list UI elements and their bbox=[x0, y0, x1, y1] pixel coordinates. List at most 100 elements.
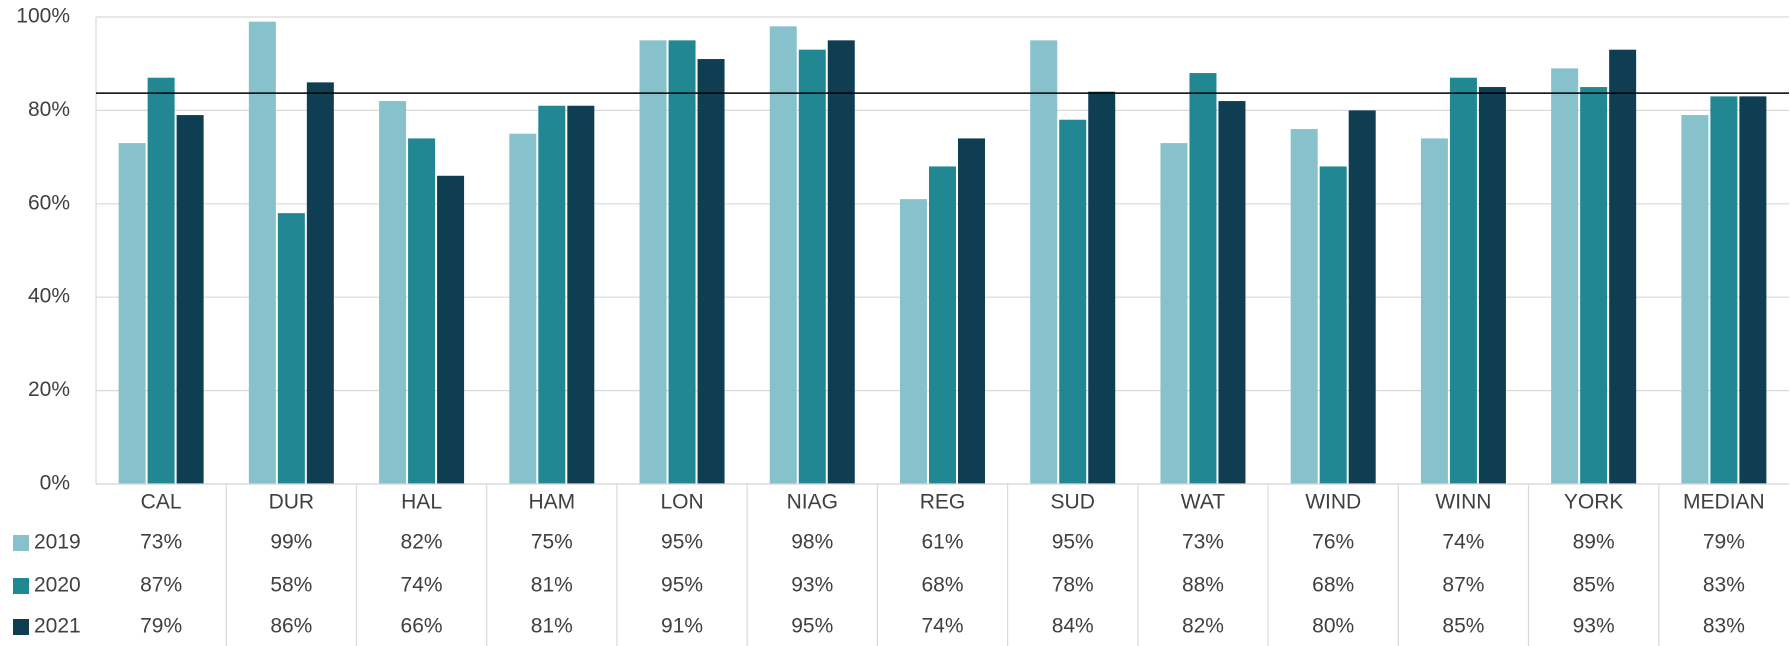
bar bbox=[147, 77, 175, 485]
y-tick-label: 20% bbox=[28, 378, 70, 401]
x-tick-label: NIAG bbox=[787, 491, 838, 514]
legend-swatch bbox=[13, 578, 29, 594]
data-table-cell: 87% bbox=[140, 574, 182, 597]
bar bbox=[1218, 101, 1246, 484]
data-table-cell: 76% bbox=[1312, 531, 1354, 554]
legend-label: 2020 bbox=[34, 574, 81, 597]
data-table-cell: 82% bbox=[1182, 615, 1224, 638]
data-table-cell: 58% bbox=[270, 574, 312, 597]
bar bbox=[769, 26, 797, 485]
data-table-cell: 81% bbox=[531, 615, 573, 638]
data-table-cell: 99% bbox=[270, 531, 312, 554]
bar bbox=[248, 21, 276, 484]
data-table-cell: 91% bbox=[661, 615, 703, 638]
bar bbox=[668, 40, 696, 484]
bar bbox=[1059, 119, 1087, 485]
legend-swatch bbox=[13, 619, 29, 635]
data-table-cell: 95% bbox=[661, 531, 703, 554]
data-table-cell: 84% bbox=[1052, 615, 1094, 638]
data-table-cell: 79% bbox=[140, 615, 182, 638]
data-table-cell: 83% bbox=[1703, 615, 1745, 638]
data-table-cell: 87% bbox=[1442, 574, 1484, 597]
data-table-cell: 73% bbox=[140, 531, 182, 554]
x-tick-label: REG bbox=[920, 491, 966, 514]
data-table-cell: 79% bbox=[1703, 531, 1745, 554]
data-table-cell: 78% bbox=[1052, 574, 1094, 597]
bar bbox=[929, 166, 956, 484]
x-tick-label: WAT bbox=[1181, 491, 1225, 514]
y-tick-label: 40% bbox=[28, 285, 70, 308]
data-table-cell: 61% bbox=[921, 531, 963, 554]
bar bbox=[1160, 143, 1188, 484]
bar bbox=[1420, 138, 1448, 485]
data-table-cell: 89% bbox=[1573, 531, 1615, 554]
legend-label: 2019 bbox=[34, 531, 81, 554]
bar bbox=[1088, 91, 1116, 484]
bar bbox=[306, 82, 334, 484]
bar bbox=[1609, 49, 1637, 484]
data-table-cell: 74% bbox=[921, 615, 963, 638]
data-table-cell: 95% bbox=[791, 615, 833, 638]
data-table-cell: 95% bbox=[661, 574, 703, 597]
x-tick-label: HAM bbox=[528, 491, 575, 514]
x-tick-label: WIND bbox=[1305, 491, 1361, 514]
bar bbox=[1030, 40, 1058, 484]
bar bbox=[567, 105, 595, 484]
legend-swatch bbox=[13, 535, 29, 551]
bar bbox=[1739, 96, 1767, 484]
bar bbox=[1189, 73, 1217, 484]
data-table-cell: 85% bbox=[1573, 574, 1615, 597]
data-table-cell: 85% bbox=[1442, 615, 1484, 638]
x-tick-label: SUD bbox=[1051, 491, 1095, 514]
bar bbox=[1580, 87, 1608, 485]
data-table-cell: 93% bbox=[1573, 615, 1615, 638]
y-tick-label: 0% bbox=[40, 472, 70, 495]
x-tick-label: MEDIAN bbox=[1683, 491, 1765, 514]
data-table-cell: 95% bbox=[1052, 531, 1094, 554]
legend-label: 2021 bbox=[34, 615, 81, 638]
x-tick-label: HAL bbox=[401, 491, 442, 514]
bar bbox=[1710, 96, 1738, 484]
bar bbox=[798, 49, 826, 484]
bar bbox=[277, 213, 305, 484]
bar bbox=[437, 175, 465, 484]
y-tick-label: 60% bbox=[28, 191, 70, 214]
data-table-cell: 73% bbox=[1182, 531, 1224, 554]
data-table-cell: 81% bbox=[531, 574, 573, 597]
data-table-cell: 68% bbox=[921, 574, 963, 597]
x-tick-label: DUR bbox=[269, 491, 315, 514]
data-table-cell: 82% bbox=[401, 531, 443, 554]
data-table-cell: 80% bbox=[1312, 615, 1354, 638]
data-table-cell: 88% bbox=[1182, 574, 1224, 597]
x-tick-label: YORK bbox=[1564, 491, 1624, 514]
data-table-cell: 68% bbox=[1312, 574, 1354, 597]
x-tick-label: WINN bbox=[1435, 491, 1491, 514]
data-table-cell: 74% bbox=[1442, 531, 1484, 554]
data-table-cell: 66% bbox=[401, 615, 443, 638]
data-table-cell: 98% bbox=[791, 531, 833, 554]
data-table-cell: 86% bbox=[270, 615, 312, 638]
x-tick-label: LON bbox=[660, 491, 703, 514]
bar bbox=[827, 40, 855, 484]
bar bbox=[1449, 77, 1477, 485]
bar bbox=[697, 59, 725, 484]
bar bbox=[900, 199, 927, 484]
data-table-cell: 83% bbox=[1703, 574, 1745, 597]
bar bbox=[1290, 129, 1318, 484]
bar bbox=[1681, 115, 1709, 484]
bar bbox=[1319, 166, 1347, 484]
bar bbox=[176, 115, 204, 484]
data-table-cell: 74% bbox=[401, 574, 443, 597]
data-table-cell: 93% bbox=[791, 574, 833, 597]
bar bbox=[1551, 68, 1579, 485]
bar bbox=[118, 143, 146, 484]
bar bbox=[408, 138, 436, 485]
x-tick-label: CAL bbox=[141, 491, 182, 514]
bar bbox=[1348, 110, 1376, 485]
bar bbox=[958, 138, 985, 485]
data-table-cell: 75% bbox=[531, 531, 573, 554]
y-tick-label: 100% bbox=[16, 5, 70, 28]
y-tick-label: 80% bbox=[28, 98, 70, 121]
bar bbox=[639, 40, 667, 484]
